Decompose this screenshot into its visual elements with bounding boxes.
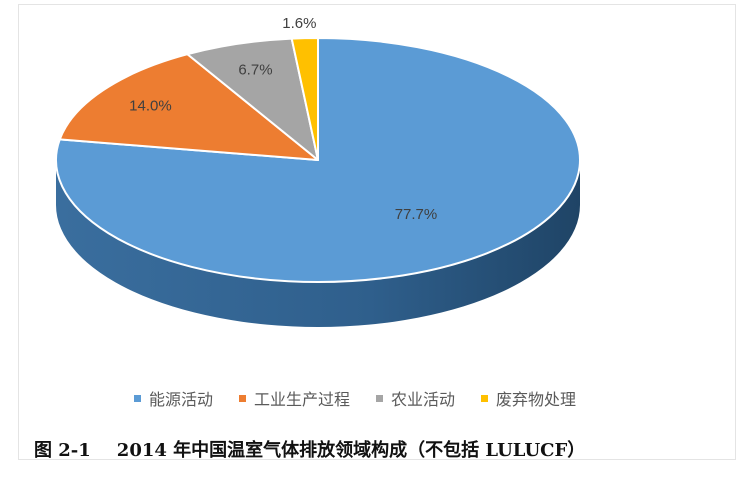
legend-swatch (376, 394, 384, 402)
pie-slice (55, 37, 581, 283)
data-label: 77.7% (395, 206, 438, 223)
figure-title: 2014 年中国温室气体排放领域构成（不包括 LULUCF） (116, 440, 586, 461)
legend-label: 废弃物处理 (496, 390, 577, 409)
legend-label: 工业生产过程 (254, 390, 351, 409)
pie-slice (186, 37, 319, 161)
figure-caption: 图 2-1 2014 年中国温室气体排放领域构成（不包括 LULUCF） (34, 436, 585, 462)
figure-number: 图 2-1 (34, 440, 91, 461)
legend-item: 能源活动 (134, 386, 213, 410)
legend: 能源活动 工业生产过程 农业活动 废弃物处理 (134, 386, 576, 410)
legend-item: 农业活动 (376, 386, 455, 410)
legend-label: 农业活动 (391, 390, 456, 409)
pie-slice (58, 53, 319, 161)
legend-swatch (481, 394, 489, 402)
pie-slice (290, 37, 319, 161)
data-label: 1.6% (282, 15, 316, 32)
legend-item: 工业生产过程 (239, 386, 350, 410)
legend-label: 能源活动 (149, 390, 214, 409)
data-label: 6.7% (238, 61, 272, 78)
pie-side-wall (56, 160, 580, 327)
legend-swatch (134, 394, 141, 402)
data-label: 14.0% (129, 98, 172, 115)
legend-swatch (239, 394, 247, 402)
legend-item: 废弃物处理 (481, 386, 576, 410)
